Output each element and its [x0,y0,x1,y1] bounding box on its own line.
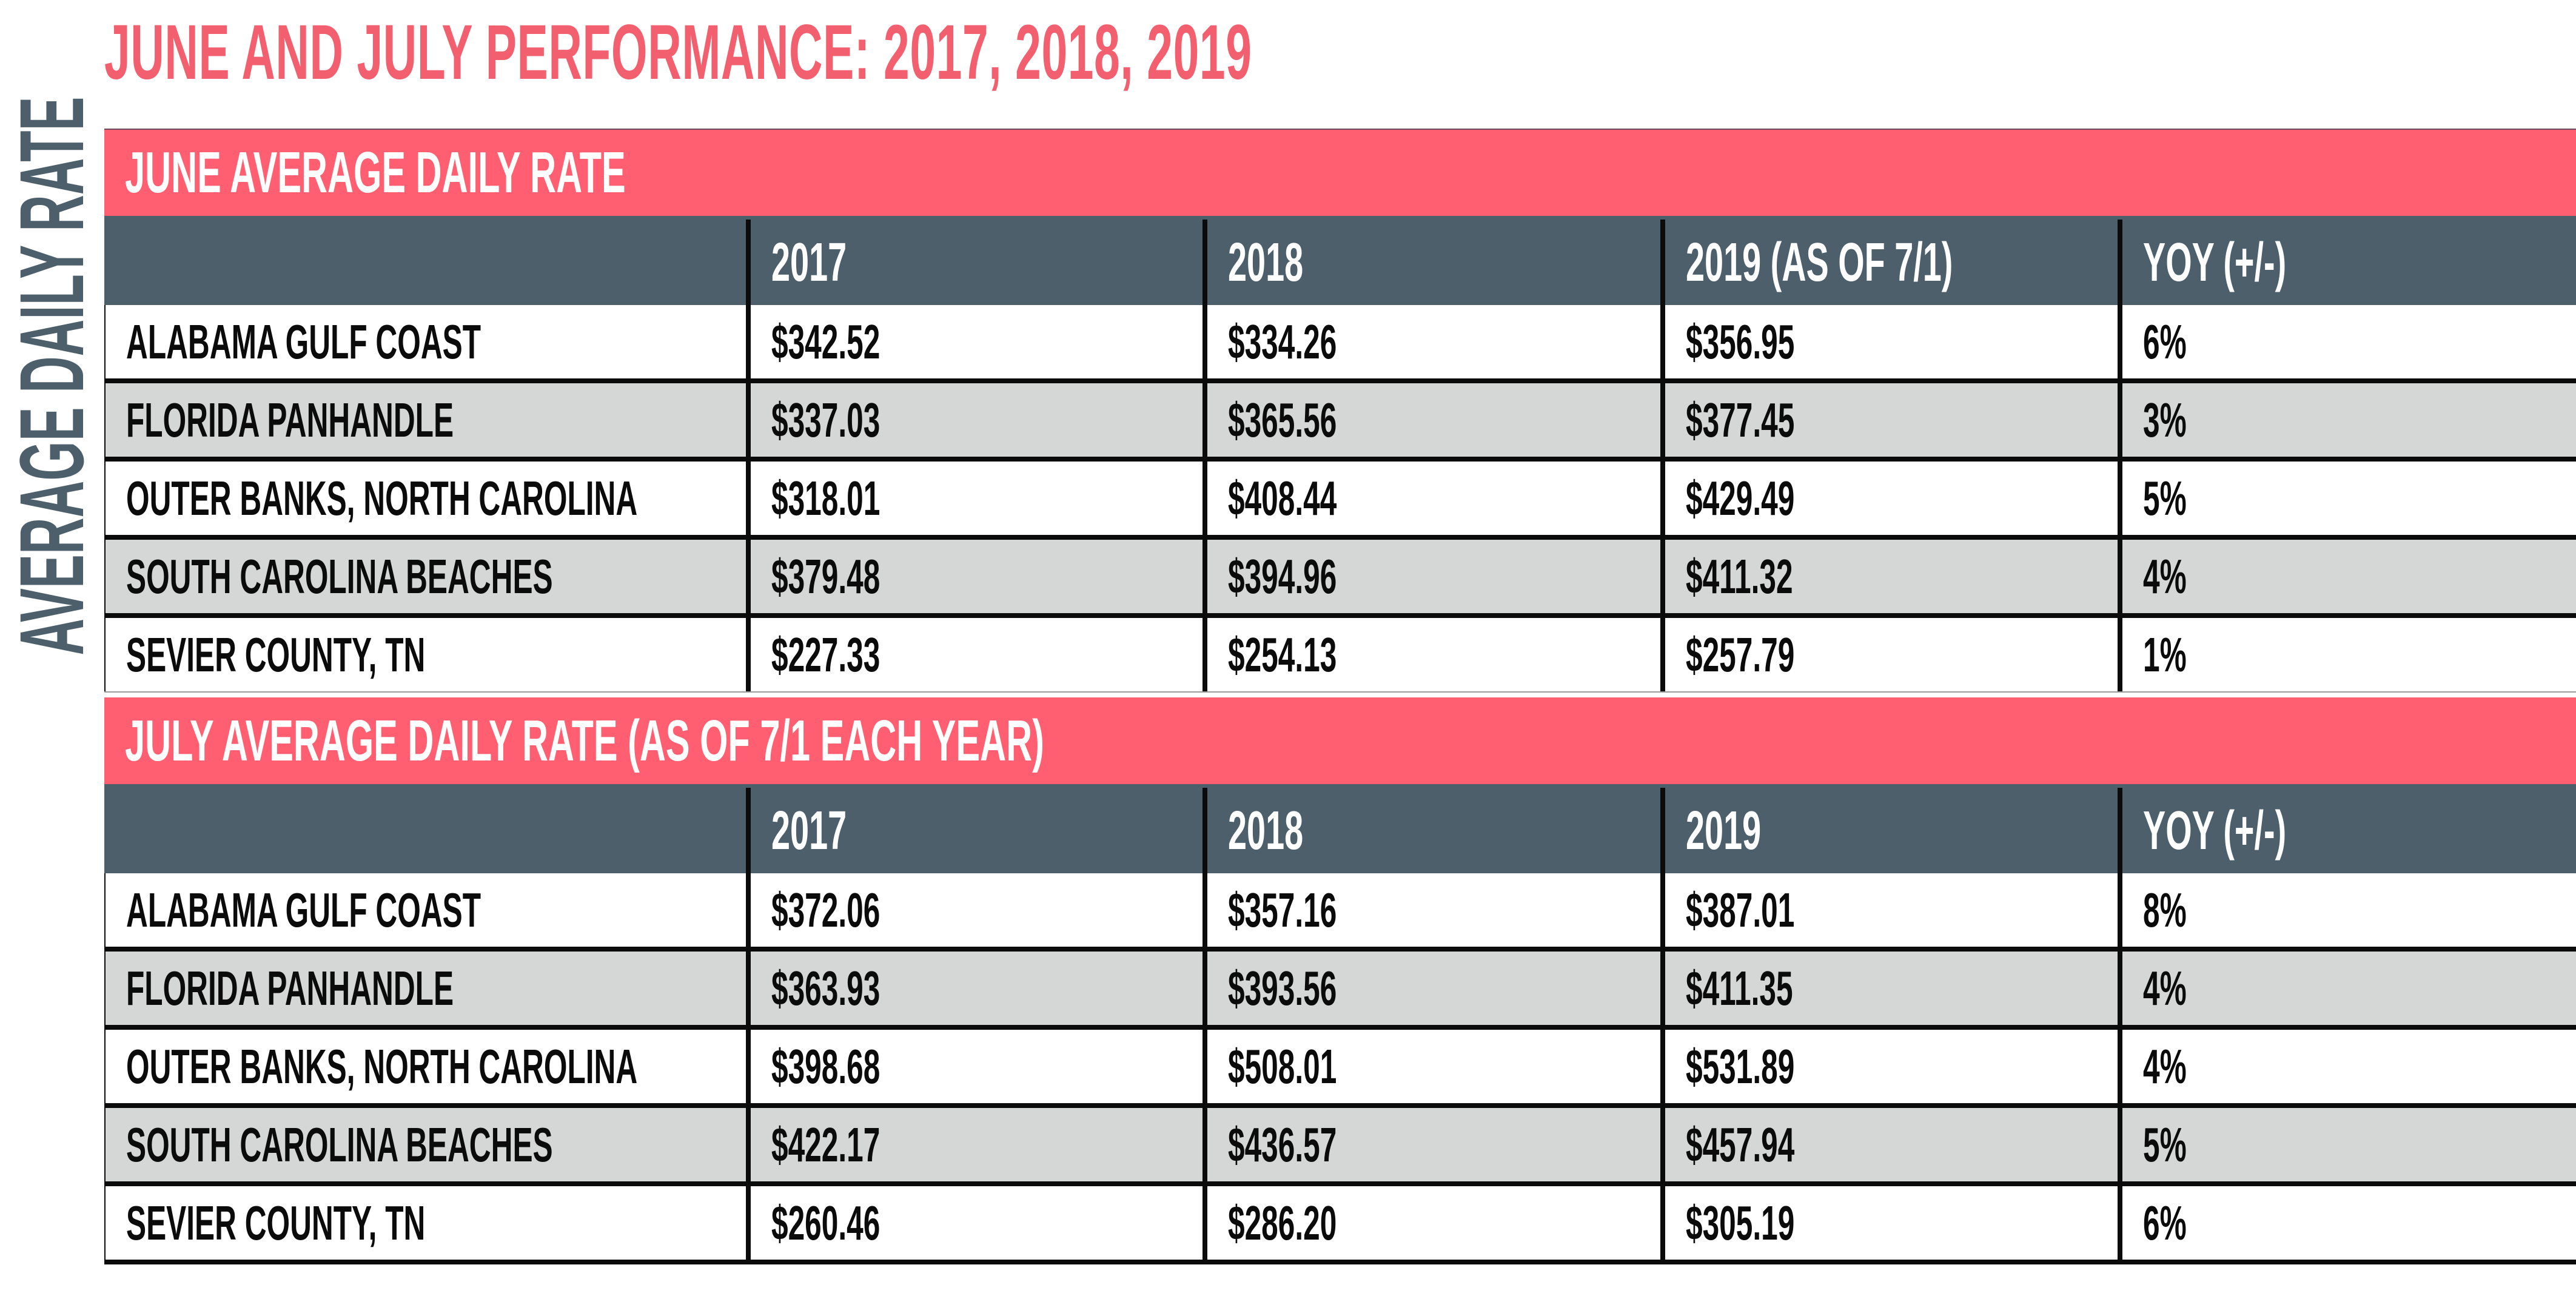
header-region [104,784,746,873]
yoy-cell: 4% [2118,540,2576,613]
table-row: SOUTH CAROLINA BEACHES $422.17 $436.57 $… [104,1108,2576,1186]
table-row: SOUTH CAROLINA BEACHES $379.48 $394.96 $… [104,540,2576,618]
value-cell-2019: $457.94 [1660,1108,2118,1181]
region-cell: OUTER BANKS, NORTH CAROLINA [104,1030,746,1103]
region-cell: SOUTH CAROLINA BEACHES [104,540,746,613]
page-title-text: JUNE AND JULY PERFORMANCE: 2017, 2018, 2… [104,9,1252,96]
value-cell-2019: $411.35 [1660,952,2118,1025]
header-2017: 2017 [746,220,1202,305]
yoy-cell: 4% [2118,952,2576,1025]
region-cell: FLORIDA PANHANDLE [104,952,746,1025]
table-row: FLORIDA PANHANDLE $337.03 $365.56 $377.4… [104,383,2576,462]
region-cell: ALABAMA GULF COAST [104,305,746,378]
value-cell-2018: $408.44 [1202,462,1660,535]
page-title: JUNE AND JULY PERFORMANCE: 2017, 2018, 2… [104,13,2017,92]
side-axis-label-text: AVERAGE DAILY RATE [1,96,102,656]
value-cell-2017: $260.46 [746,1186,1202,1260]
table-row: ALABAMA GULF COAST $372.06 $357.16 $387.… [104,873,2576,952]
header-yoy: YOY (+/-) [2118,788,2576,873]
region-cell: FLORIDA PANHANDLE [104,383,746,457]
june-header-row: 2017 2018 2019 (AS OF 7/1) YOY (+/-) [104,216,2576,305]
yoy-cell: 4% [2118,1030,2576,1103]
region-cell: OUTER BANKS, NORTH CAROLINA [104,462,746,535]
header-2017: 2017 [746,788,1202,873]
value-cell-2019: $377.45 [1660,383,2118,457]
value-cell-2018: $357.16 [1202,873,1660,947]
value-cell-2019: $411.32 [1660,540,2118,613]
july-table-banner: JULY AVERAGE DAILY RATE (AS OF 7/1 EACH … [104,697,2576,784]
value-cell-2018: $334.26 [1202,305,1660,378]
yoy-cell: 3% [2118,383,2576,457]
value-cell-2017: $363.93 [746,952,1202,1025]
yoy-cell: 5% [2118,462,2576,535]
header-2018: 2018 [1202,220,1660,305]
header-2019: 2019 (AS OF 7/1) [1660,220,2118,305]
value-cell-2017: $227.33 [746,618,1202,691]
value-cell-2018: $286.20 [1202,1186,1660,1260]
value-cell-2018: $394.96 [1202,540,1660,613]
value-cell-2018: $393.56 [1202,952,1660,1025]
yoy-cell: 6% [2118,1186,2576,1260]
value-cell-2019: $531.89 [1660,1030,2118,1103]
region-cell: SOUTH CAROLINA BEACHES [104,1108,746,1181]
header-yoy: YOY (+/-) [2118,220,2576,305]
table-row: OUTER BANKS, NORTH CAROLINA $318.01 $408… [104,462,2576,540]
value-cell-2019: $305.19 [1660,1186,2118,1260]
july-table: JULY AVERAGE DAILY RATE (AS OF 7/1 EACH … [104,697,2576,1264]
value-cell-2017: $372.06 [746,873,1202,947]
yoy-cell: 6% [2118,305,2576,378]
region-cell: SEVIER COUNTY, TN [104,1186,746,1260]
region-cell: ALABAMA GULF COAST [104,873,746,947]
june-table: JUNE AVERAGE DAILY RATE 2017 2018 2019 (… [104,129,2576,693]
value-cell-2017: $422.17 [746,1108,1202,1181]
table-row: ALABAMA GULF COAST $342.52 $334.26 $356.… [104,305,2576,383]
header-region [104,216,746,305]
value-cell-2019: $257.79 [1660,618,2118,691]
value-cell-2018: $365.56 [1202,383,1660,457]
table-row: SEVIER COUNTY, TN $227.33 $254.13 $257.7… [104,618,2576,693]
side-axis-label: AVERAGE DAILY RATE [1,96,102,655]
value-cell-2019: $356.95 [1660,305,2118,378]
value-cell-2019: $387.01 [1660,873,2118,947]
value-cell-2019: $429.49 [1660,462,2118,535]
table-row: OUTER BANKS, NORTH CAROLINA $398.68 $508… [104,1030,2576,1108]
value-cell-2017: $342.52 [746,305,1202,378]
value-cell-2018: $508.01 [1202,1030,1660,1103]
region-cell: SEVIER COUNTY, TN [104,618,746,691]
value-cell-2017: $398.68 [746,1030,1202,1103]
value-cell-2017: $337.03 [746,383,1202,457]
table-row: SEVIER COUNTY, TN $260.46 $286.20 $305.1… [104,1186,2576,1264]
june-table-banner: JUNE AVERAGE DAILY RATE [104,129,2576,216]
value-cell-2017: $379.48 [746,540,1202,613]
july-header-row: 2017 2018 2019 YOY (+/-) [104,784,2576,873]
header-2019: 2019 [1660,788,2118,873]
yoy-cell: 8% [2118,873,2576,947]
yoy-cell: 1% [2118,618,2576,691]
value-cell-2018: $436.57 [1202,1108,1660,1181]
july-table-title: JULY AVERAGE DAILY RATE (AS OF 7/1 EACH … [125,708,1044,773]
yoy-cell: 5% [2118,1108,2576,1181]
header-2018: 2018 [1202,788,1660,873]
value-cell-2017: $318.01 [746,462,1202,535]
june-table-title: JUNE AVERAGE DAILY RATE [125,140,626,205]
value-cell-2018: $254.13 [1202,618,1660,691]
table-row: FLORIDA PANHANDLE $363.93 $393.56 $411.3… [104,952,2576,1030]
